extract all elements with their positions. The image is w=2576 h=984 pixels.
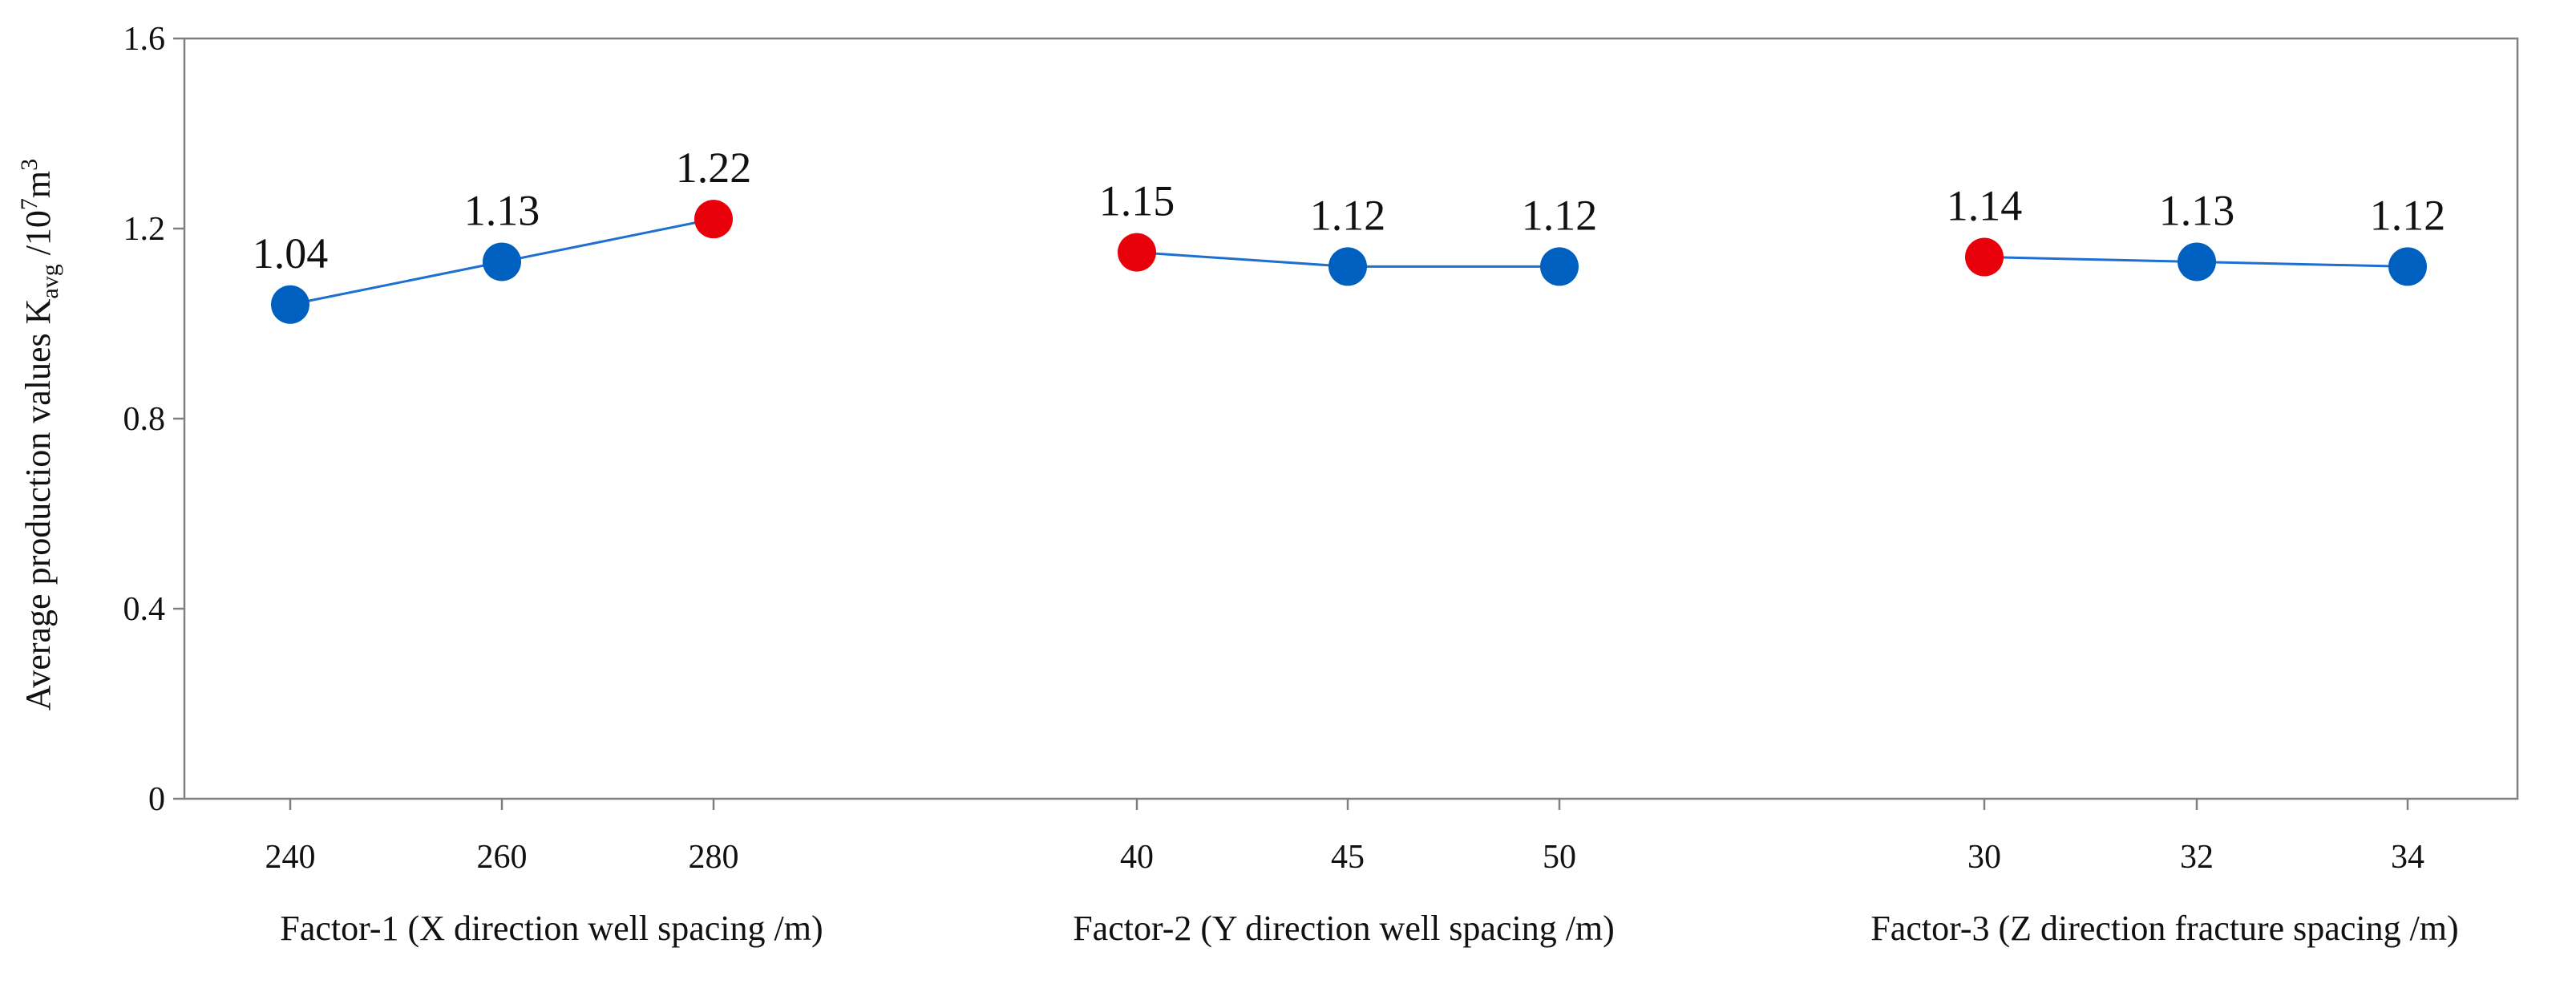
- x-tick-label: 40: [1120, 839, 1154, 876]
- y-title-unit-base-exp: 3: [16, 159, 42, 171]
- y-title-main: Average production values K: [18, 298, 58, 711]
- data-label: 1.04: [253, 229, 329, 277]
- data-point: [2178, 242, 2216, 281]
- x-group-title: Factor-2 (Y direction well spacing /m): [1073, 909, 1615, 948]
- y-title-unit-exp: 7: [16, 198, 42, 210]
- y-axis-title-text: Average production values Kavg /107m3: [16, 159, 63, 711]
- x-axis-ticks: 240 260 280 40 45 50 30 32 34: [265, 799, 2424, 876]
- x-tick-label: 34: [2391, 839, 2424, 876]
- y-tick-label: 0.4: [123, 591, 166, 628]
- data-label: 1.13: [2159, 186, 2235, 234]
- y-title-unit-base: m: [18, 171, 58, 198]
- data-point-optimal: [1118, 233, 1156, 272]
- x-tick-label: 45: [1331, 839, 1365, 876]
- data-point: [1540, 247, 1579, 286]
- x-tick-label: 32: [2180, 839, 2214, 876]
- data-point: [271, 285, 309, 324]
- y-tick-label: 1.2: [123, 211, 166, 248]
- y-tick-label: 0: [148, 781, 165, 818]
- y-tick-label: 1.6: [123, 21, 166, 58]
- data-label: 1.12: [1310, 191, 1386, 239]
- data-label: 1.12: [1522, 191, 1598, 239]
- x-tick-label: 260: [477, 839, 528, 876]
- y-title-subscript: avg: [37, 264, 63, 298]
- plot-border: [183, 37, 2519, 800]
- x-tick-label: 280: [689, 839, 739, 876]
- y-axis-ticks: 0 0.4 0.8 1.2 1.6: [123, 21, 184, 818]
- data-label: 1.14: [1947, 182, 2023, 230]
- plot-frame: [183, 37, 2519, 800]
- data-point: [483, 242, 521, 281]
- x-group-title: Factor-3 (Z direction fracture spacing /…: [1870, 909, 2458, 948]
- data-point: [2388, 247, 2427, 286]
- x-group-title: Factor-1 (X direction well spacing /m): [280, 909, 823, 948]
- data-point-optimal: [1965, 237, 2004, 277]
- x-tick-label: 240: [265, 839, 316, 876]
- y-title-unit: /10: [18, 210, 58, 264]
- x-axis-group-titles: Factor-1 (X direction well spacing /m) Fa…: [280, 909, 2458, 948]
- data-label: 1.13: [464, 186, 540, 234]
- data-labels: 1.04 1.13 1.22 1.15 1.12 1.12 1.14 1.13 1.12: [253, 144, 2446, 277]
- x-tick-label: 50: [1543, 839, 1576, 876]
- y-tick-label: 0.8: [123, 401, 166, 438]
- data-point: [1328, 247, 1367, 286]
- series-points: [271, 200, 2427, 324]
- x-tick-label: 30: [1967, 839, 2001, 876]
- y-axis-title: Average production values Kavg /107m3: [16, 159, 63, 711]
- data-point-optimal: [694, 200, 733, 239]
- data-label: 1.22: [676, 144, 752, 192]
- data-label: 1.12: [2370, 191, 2446, 239]
- data-label: 1.15: [1099, 177, 1175, 225]
